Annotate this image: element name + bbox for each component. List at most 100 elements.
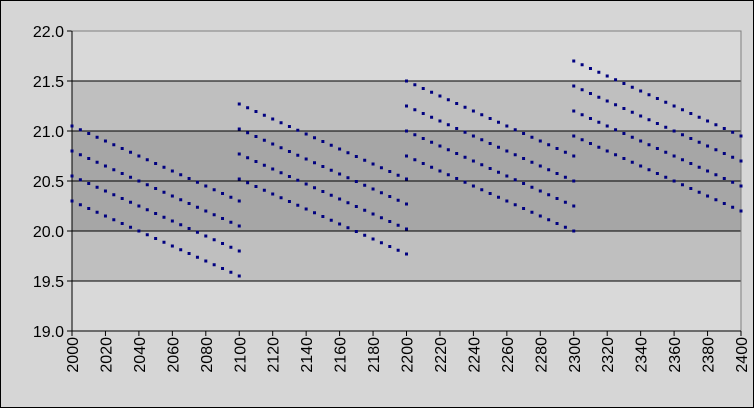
data-point	[254, 110, 258, 113]
data-point	[145, 158, 149, 162]
data-point	[229, 220, 233, 224]
data-point	[346, 226, 350, 230]
data-point	[129, 175, 133, 179]
data-point	[572, 134, 576, 138]
data-point	[547, 193, 551, 197]
data-point	[137, 179, 141, 183]
data-point	[221, 267, 225, 270]
data-point	[731, 155, 735, 159]
data-point	[388, 245, 392, 248]
data-point	[371, 212, 375, 216]
data-point	[87, 207, 91, 210]
data-point	[572, 59, 576, 63]
data-point	[463, 105, 467, 109]
data-point	[354, 180, 358, 183]
data-point	[287, 175, 291, 178]
x-tick-label: 2380	[701, 337, 718, 373]
data-point	[605, 124, 609, 128]
data-point	[580, 113, 584, 117]
data-point	[706, 194, 710, 198]
data-point	[739, 209, 743, 213]
data-point	[254, 185, 258, 188]
data-point	[262, 163, 266, 167]
x-tick-label: 2180	[366, 337, 383, 373]
data-point	[195, 205, 199, 209]
data-point	[137, 229, 141, 233]
data-point	[664, 150, 668, 154]
data-point	[237, 127, 241, 131]
data-point	[405, 177, 408, 181]
data-point	[129, 225, 133, 229]
data-point	[112, 218, 116, 222]
data-point	[513, 203, 517, 207]
x-tick-label: 2020	[98, 337, 115, 373]
data-point	[313, 136, 317, 140]
data-point	[187, 227, 191, 230]
data-point	[321, 165, 325, 168]
data-point	[588, 67, 592, 70]
data-point	[522, 132, 526, 135]
data-point	[689, 137, 693, 140]
data-point	[714, 123, 718, 127]
data-point	[70, 199, 74, 203]
data-point	[630, 85, 634, 89]
data-point	[405, 129, 408, 133]
data-point	[363, 233, 367, 237]
data-point	[262, 113, 266, 117]
data-point	[697, 140, 701, 144]
data-point	[614, 128, 618, 132]
data-point	[555, 172, 559, 175]
data-point	[363, 208, 367, 212]
data-point	[346, 176, 350, 180]
data-point	[471, 134, 475, 138]
data-point	[680, 158, 684, 162]
data-point	[129, 150, 133, 154]
data-point	[95, 160, 99, 164]
y-tick-label: 20.0	[33, 224, 64, 241]
data-point	[246, 156, 250, 160]
data-point	[195, 180, 199, 184]
data-point	[605, 149, 609, 153]
x-tick-label: 2220	[433, 337, 450, 373]
data-point	[413, 158, 417, 162]
data-point	[496, 170, 500, 174]
data-point	[722, 202, 726, 205]
data-point	[739, 159, 743, 163]
data-point	[388, 170, 392, 173]
data-point	[95, 185, 99, 189]
data-point	[145, 183, 149, 187]
data-point	[471, 159, 475, 163]
data-point	[195, 255, 199, 259]
data-point	[714, 198, 718, 202]
data-point	[471, 109, 475, 113]
data-point	[488, 142, 492, 145]
data-point	[446, 123, 450, 127]
data-point	[271, 167, 275, 171]
data-point	[212, 263, 216, 267]
data-point	[296, 153, 300, 157]
data-point	[354, 230, 358, 233]
data-point	[379, 166, 383, 170]
data-point	[170, 169, 174, 173]
data-point	[672, 154, 676, 158]
x-tick-label: 2140	[299, 337, 316, 373]
data-point	[538, 189, 542, 193]
data-point	[664, 125, 668, 129]
data-point	[162, 165, 166, 169]
data-point	[87, 157, 91, 160]
data-point	[237, 224, 241, 228]
data-point	[455, 127, 459, 130]
data-point	[137, 154, 141, 158]
data-point	[204, 259, 208, 263]
data-point	[480, 113, 484, 117]
data-point	[722, 127, 726, 130]
data-point	[229, 195, 233, 199]
data-point	[547, 143, 551, 147]
data-point	[446, 98, 450, 102]
data-point	[262, 138, 266, 142]
data-point	[572, 204, 576, 208]
data-point	[262, 188, 266, 192]
x-tick-label: 2240	[466, 337, 483, 373]
data-point	[296, 128, 300, 132]
x-tick-label: 2320	[600, 337, 617, 373]
